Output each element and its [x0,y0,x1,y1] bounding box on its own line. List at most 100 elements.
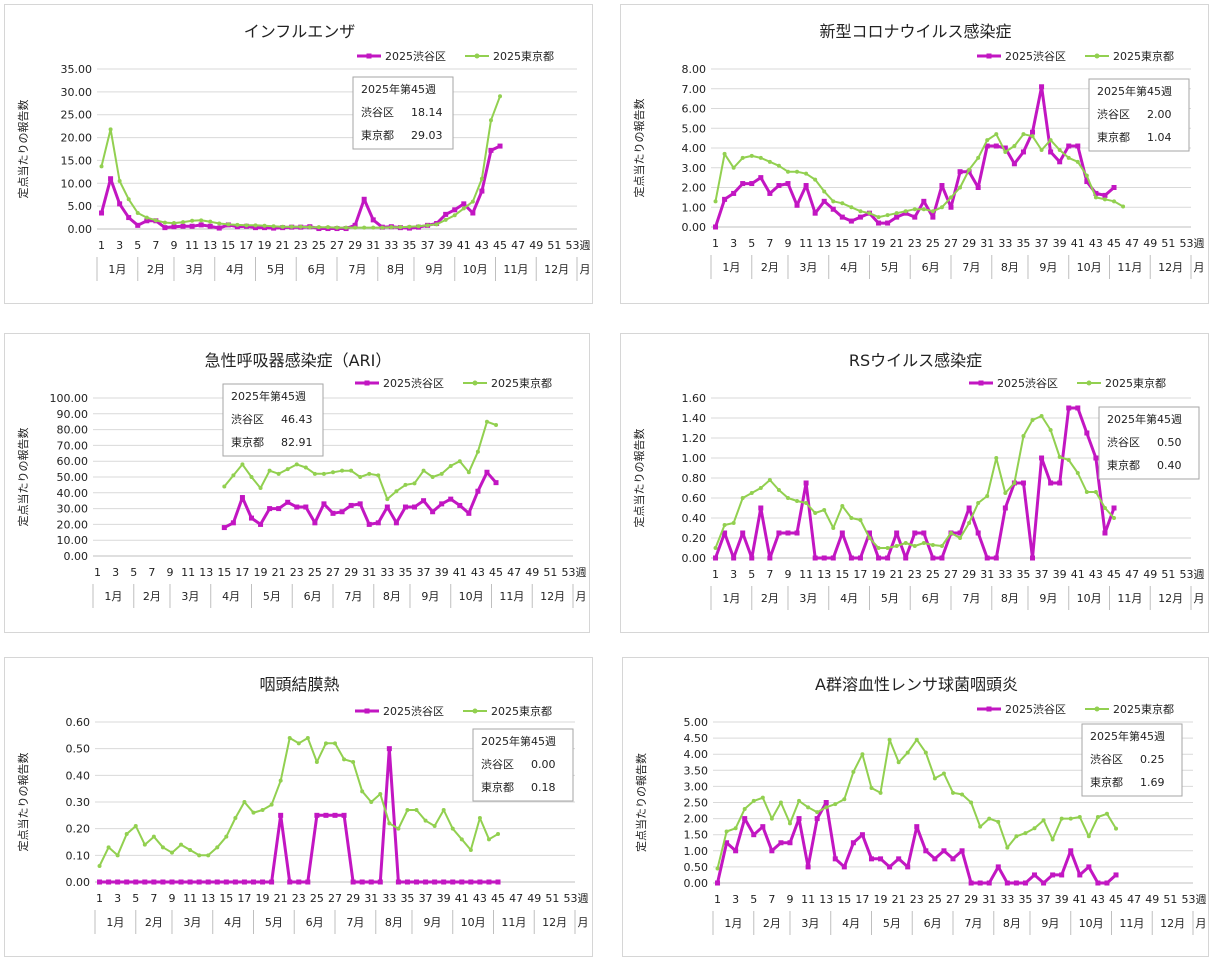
data-point-tokyo [206,853,211,858]
data-point-shibuya [330,510,336,516]
x-tick-label: 37 [417,566,431,579]
data-point-shibuya [384,504,390,510]
data-point-tokyo [240,462,245,467]
data-point-tokyo [840,504,845,508]
x-tick-label: 37 [419,892,433,905]
data-point-shibuya [395,879,401,885]
data-point-tokyo [353,225,358,230]
data-point-shibuya [207,223,213,229]
data-point-shibuya [180,223,186,229]
data-point-shibuya [108,176,114,182]
data-point-tokyo [1077,814,1082,819]
month-label: 1月 [108,263,126,276]
y-tick-label: 5.00 [68,200,93,213]
data-point-shibuya [1020,149,1026,155]
data-point-shibuya [223,879,229,885]
data-point-tokyo [108,127,113,132]
data-point-tokyo [179,842,184,847]
y-tick-label: 3.50 [684,764,709,777]
data-point-tokyo [425,223,430,228]
data-point-tokyo [822,508,827,512]
data-point-tokyo [867,536,872,540]
data-point-shibuya [278,812,284,818]
data-point-shibuya [115,879,121,885]
legend-label-tokyo: 2025東京都 [491,376,552,390]
data-point-shibuya [468,879,474,885]
x-tick-label: 3 [116,239,123,252]
info-box-title: 2025年第45週 [231,389,306,403]
x-tick-label: 11 [799,568,813,581]
data-point-tokyo [162,220,167,225]
data-point-tokyo [142,842,147,847]
data-point-shibuya [894,530,900,536]
info-box-value-shibuya: 0.25 [1140,753,1165,766]
x-tick-label: 7 [148,566,155,579]
x-tick-label: 9 [166,566,173,579]
data-point-shibuya [812,555,818,561]
month-label: 1月 [106,916,124,929]
data-point-shibuya [785,181,791,187]
data-point-tokyo [876,546,881,550]
data-point-tokyo [1030,418,1035,422]
month-label: 12月 [540,590,565,603]
data-point-shibuya [903,555,909,561]
x-tick-label: 1 [94,566,101,579]
info-box-value-shibuya: 46.43 [281,413,313,426]
data-point-tokyo [376,473,381,478]
data-point-tokyo [233,816,238,820]
y-axis-label: 定点当たりの報告数 [634,753,648,852]
data-point-tokyo [994,456,999,460]
data-point-shibuya [1093,190,1099,196]
legend-label-shibuya: 2025渋谷区 [997,377,1058,390]
data-point-shibuya [1057,480,1063,486]
data-point-shibuya [441,879,447,885]
data-point-shibuya [857,214,863,220]
data-point-tokyo [1048,428,1053,432]
data-point-shibuya [995,864,1001,870]
month-unit-label: 月 [1194,261,1205,274]
x-tick-label: 51 [1163,893,1177,906]
data-point-tokyo [287,736,292,740]
y-tick-label: 0.50 [684,861,709,874]
month-label: 12月 [544,263,569,276]
month-label: 9月 [1039,592,1057,605]
data-point-shibuya [1050,872,1056,878]
data-point-tokyo [804,501,809,505]
data-point-tokyo [486,837,491,842]
data-point-shibuya [214,879,220,885]
data-point-shibuya [1075,405,1081,411]
y-tick-label: 0.60 [66,716,91,729]
data-point-tokyo [416,224,421,229]
data-point-shibuya [1048,480,1054,486]
chart-panel-ari: 急性呼吸器感染症（ARI） 定点当たりの報告数 0.00 10.00 20.00 30.0… [4,333,590,633]
y-tick-label: 1.60 [682,392,707,405]
data-point-tokyo [251,810,256,815]
month-unit-label: 月 [1194,592,1205,605]
legend-label-shibuya: 2025渋谷区 [1005,50,1066,63]
x-tick-label: 47 [507,566,521,579]
data-point-tokyo [398,225,403,230]
data-point-tokyo [484,419,489,424]
x-tick-label: 41 [1073,893,1087,906]
data-point-tokyo [785,496,790,500]
data-point-tokyo [921,207,926,212]
x-tick-label: 17 [237,892,251,905]
x-tick-label: 15 [837,893,851,906]
info-box-value-shibuya: 0.00 [531,758,556,771]
x-tick-label: 23 [908,237,922,250]
x-unit-label: 週 [1194,568,1205,581]
data-point-tokyo [894,211,899,216]
data-point-tokyo [414,808,419,812]
data-point-shibuya [1111,185,1117,190]
data-point-shibuya [767,555,773,561]
y-tick-label: 2.00 [682,182,707,195]
y-axis-label: 定点当たりの報告数 [632,99,646,198]
data-point-tokyo [1068,816,1073,821]
legend-marker-shibuya [364,380,370,386]
data-point-shibuya [740,181,746,187]
data-point-tokyo [349,468,354,473]
data-point-shibuya [778,840,784,846]
x-tick-label: 49 [1143,568,1157,581]
data-point-shibuya [189,223,195,229]
info-box-label-shibuya: 渋谷区 [1097,108,1130,121]
